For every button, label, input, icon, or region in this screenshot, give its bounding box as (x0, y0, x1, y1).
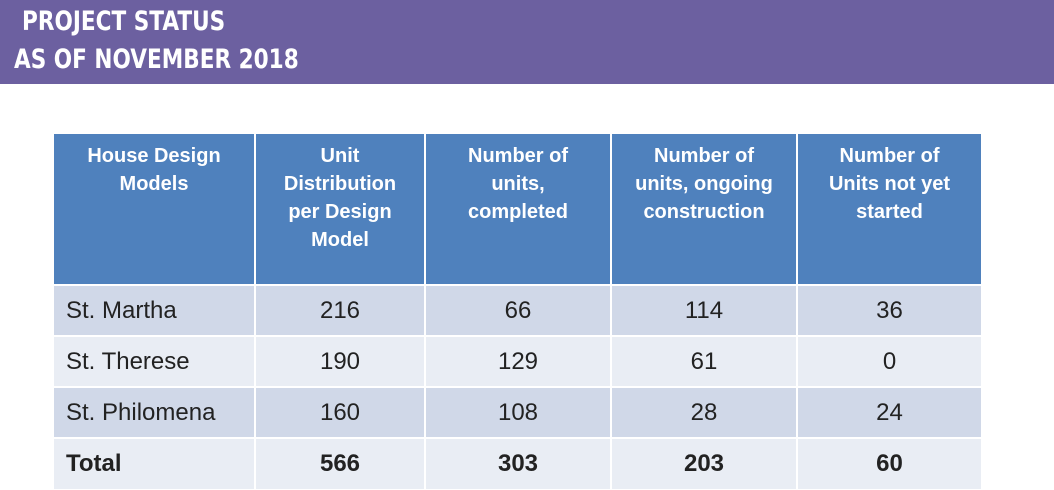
column-header: Unit Distribution per Design Model (255, 134, 426, 285)
table-cell: 190 (255, 335, 426, 387)
total-row: Total 566 303 203 60 (54, 437, 983, 489)
total-cell: 60 (797, 437, 983, 489)
status-table: House Design Models Unit Distribution per… (54, 134, 983, 489)
total-cell: 303 (425, 437, 612, 489)
table-row: St. Martha 216 66 114 36 (54, 284, 983, 336)
total-cell: Total (54, 437, 256, 489)
table-cell: 36 (797, 284, 983, 336)
banner: PROJECT STATUS AS OF NOVEMBER 2018 (0, 0, 1054, 84)
table-cell: 216 (255, 284, 426, 336)
column-header: Number of Units not yet started (797, 134, 983, 285)
column-header: Number of units, ongoing construction (611, 134, 798, 285)
header-row: House Design Models Unit Distribution per… (54, 134, 983, 285)
table-cell: 24 (797, 386, 983, 438)
table-cell: 114 (611, 284, 798, 336)
total-cell: 203 (611, 437, 798, 489)
table-row: St. Philomena 160 108 28 24 (54, 386, 983, 438)
column-header: House Design Models (54, 134, 256, 285)
total-cell: 566 (255, 437, 426, 489)
table-cell: 61 (611, 335, 798, 387)
table-cell: 28 (611, 386, 798, 438)
table-cell: 160 (255, 386, 426, 438)
title: PROJECT STATUS (22, 6, 226, 37)
table-cell: 108 (425, 386, 612, 438)
table-cell: St. Martha (54, 284, 256, 336)
table-cell: 0 (797, 335, 983, 387)
table-row: St. Therese 190 129 61 0 (54, 335, 983, 387)
table-cell: 129 (425, 335, 612, 387)
column-header: Number of units, completed (425, 134, 612, 285)
table-cell: St. Philomena (54, 386, 256, 438)
table-cell: St. Therese (54, 335, 256, 387)
subtitle: AS OF NOVEMBER 2018 (14, 44, 299, 75)
table-cell: 66 (425, 284, 612, 336)
